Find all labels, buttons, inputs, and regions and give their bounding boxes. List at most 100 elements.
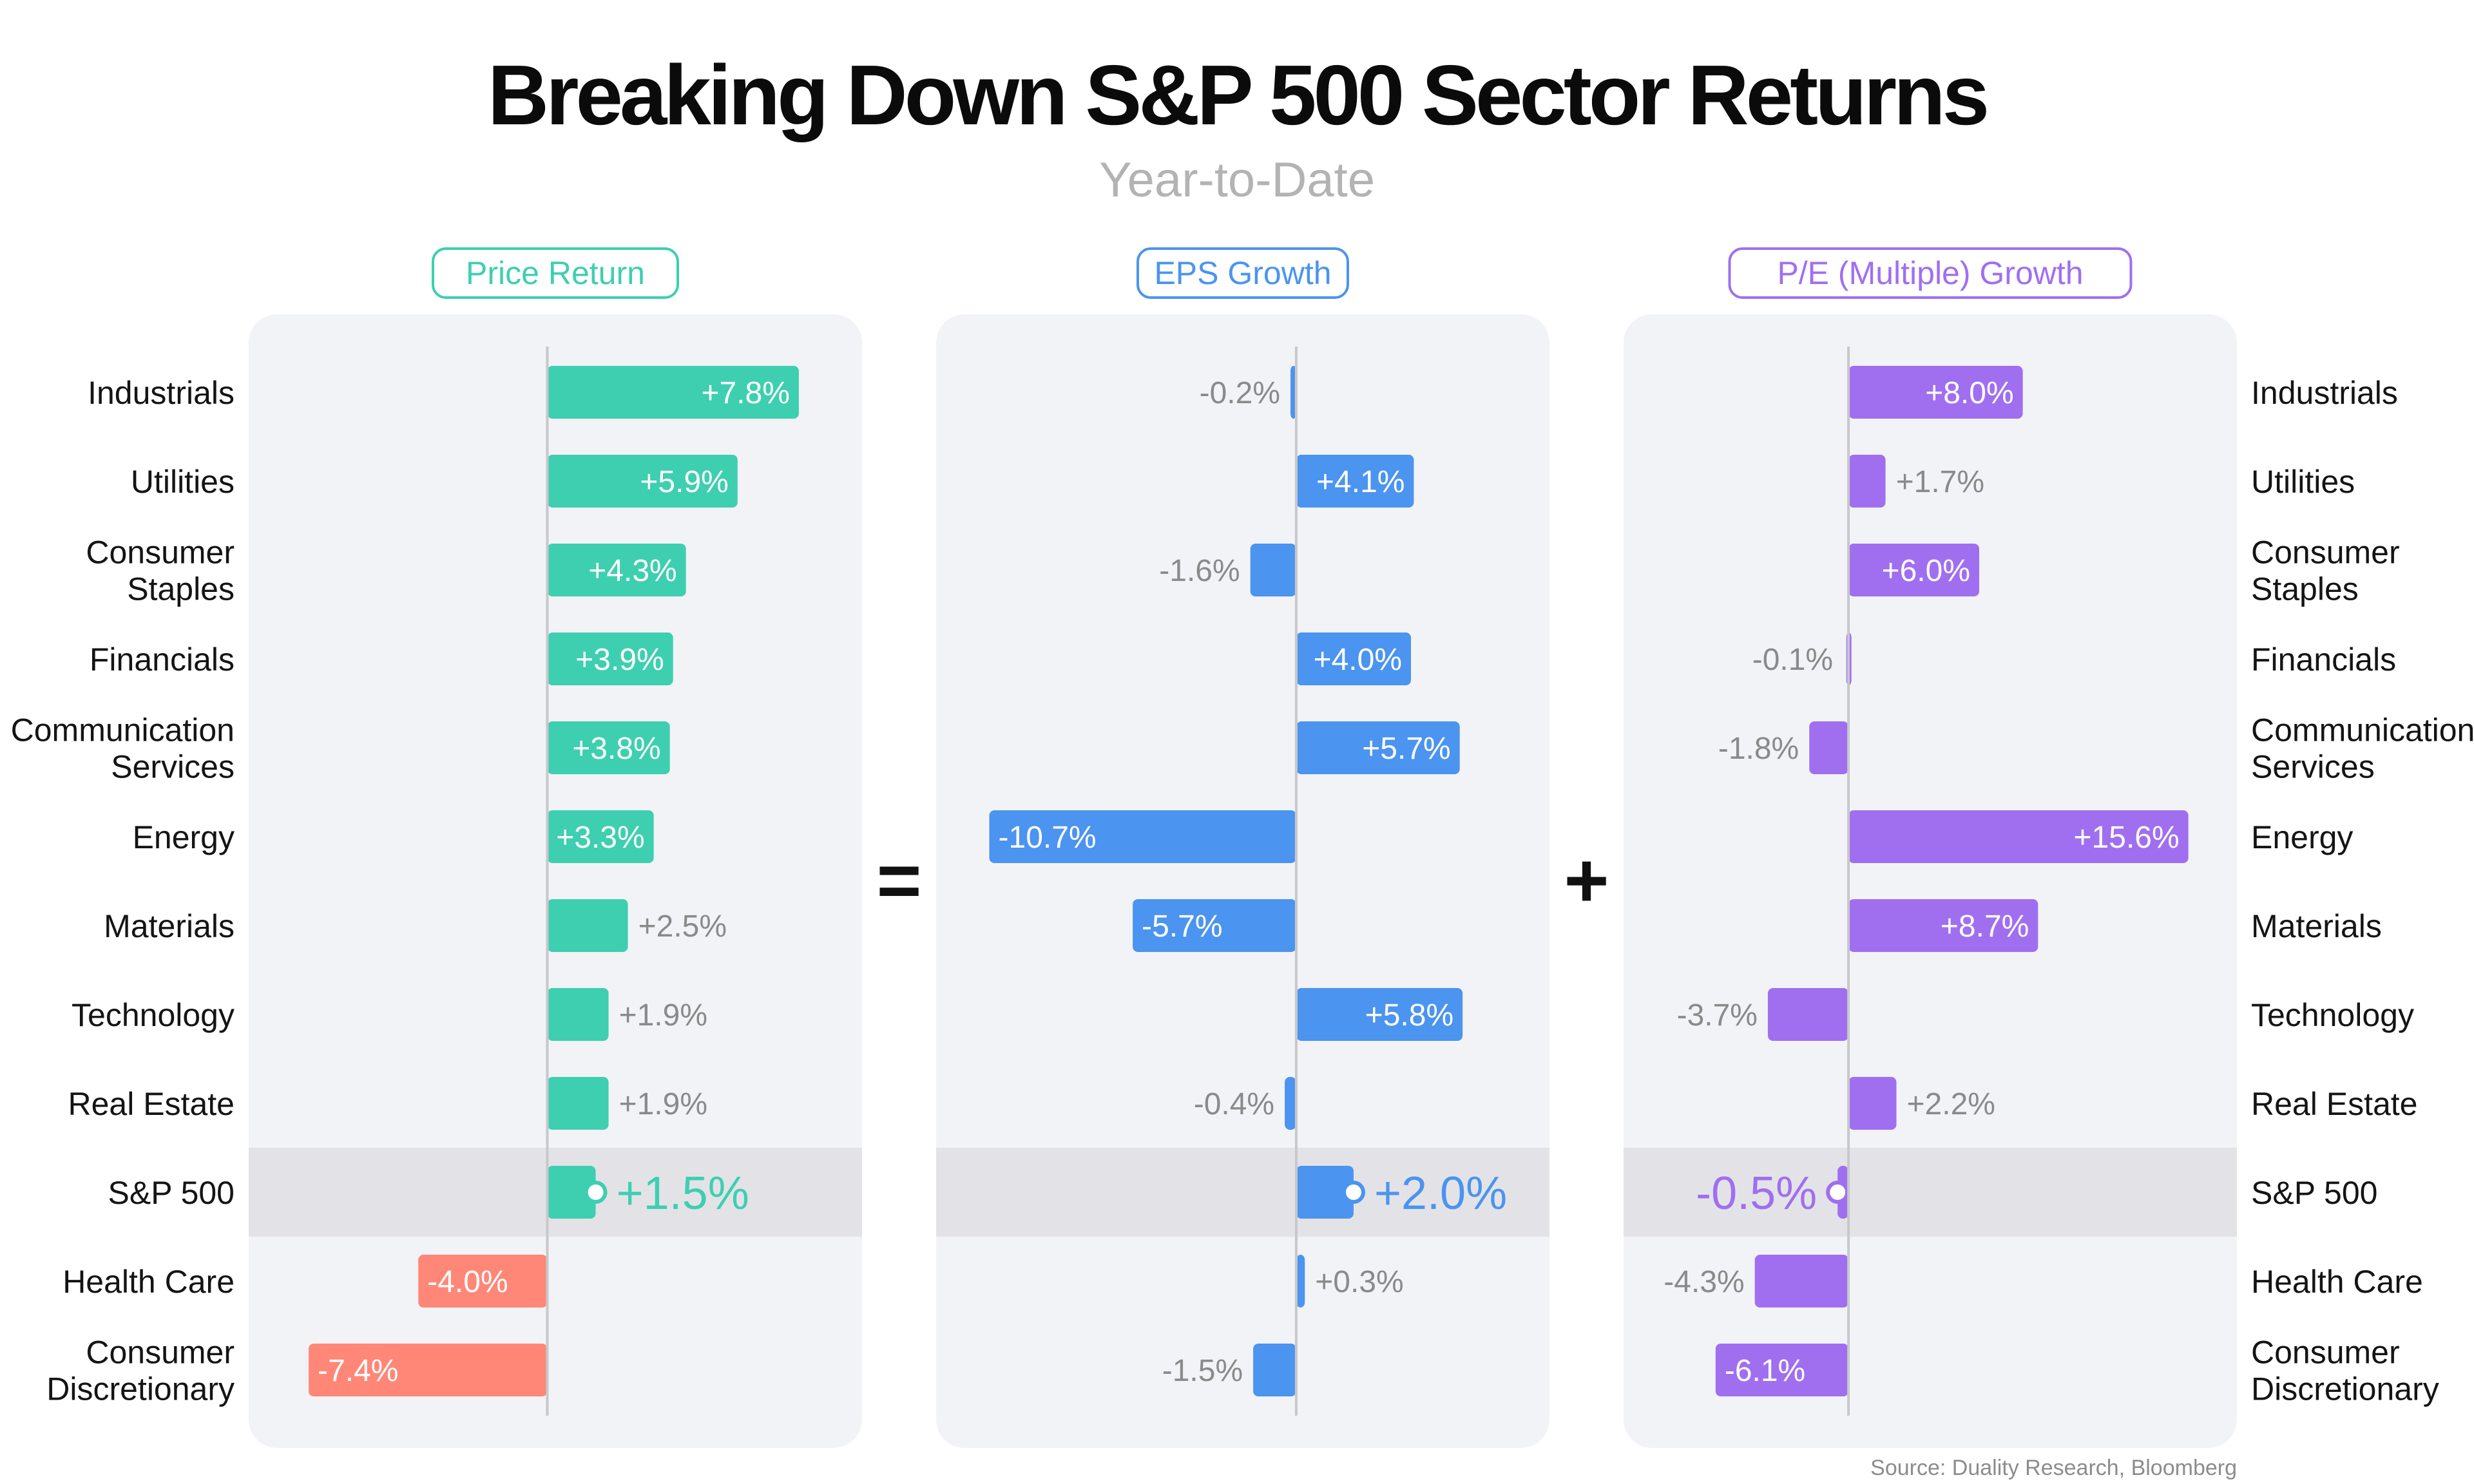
data-label: -1.8% xyxy=(1718,732,1799,766)
category-label-right: Health Care xyxy=(2251,1264,2423,1300)
source-note: Source: Duality Research, Bloomberg xyxy=(1870,1456,2237,1480)
bar xyxy=(547,899,628,952)
category-label-right: Real Estate xyxy=(2251,1086,2417,1122)
data-label: -4.3% xyxy=(1664,1265,1744,1299)
data-label: +4.1% xyxy=(1316,465,1405,499)
category-label-left: Financials xyxy=(90,642,235,678)
panel-eps-growth xyxy=(936,314,1549,1448)
data-label-total: +2.0% xyxy=(1374,1168,1507,1219)
category-label-right: Communication xyxy=(2251,712,2474,748)
bar xyxy=(1848,366,2023,419)
data-label: +7.8% xyxy=(701,376,789,410)
total-marker xyxy=(1826,1181,1850,1204)
series-header-box xyxy=(1728,247,2133,299)
category-label-right: Utilities xyxy=(2251,464,2355,500)
category-label-left: Discretionary xyxy=(46,1371,235,1407)
bar xyxy=(1290,366,1296,419)
highlight-band-pe-growth xyxy=(1624,1148,2237,1237)
bar xyxy=(1296,721,1460,774)
bar xyxy=(1133,899,1296,952)
data-label: -7.4% xyxy=(318,1354,398,1388)
bar xyxy=(1253,1344,1296,1396)
bar xyxy=(1296,1255,1305,1308)
bar xyxy=(1848,544,1980,596)
series-header-label: P/E (Multiple) Growth xyxy=(1777,255,2083,291)
category-label-right: Staples xyxy=(2251,571,2359,607)
plus-sign: + xyxy=(1564,837,1609,924)
data-label: +3.9% xyxy=(575,643,664,677)
data-label: -5.7% xyxy=(1142,909,1222,944)
data-label: +3.8% xyxy=(572,732,660,766)
series-header-label: Price Return xyxy=(466,255,645,291)
data-label: -4.0% xyxy=(427,1265,508,1299)
total-marker xyxy=(584,1181,608,1204)
data-label: +8.7% xyxy=(1941,909,2029,944)
bar xyxy=(547,633,673,685)
bar xyxy=(1296,633,1412,685)
category-label-right: Consumer xyxy=(2251,1335,2400,1371)
category-label-left: Consumer xyxy=(86,1335,235,1371)
data-label: +1.9% xyxy=(619,1087,707,1121)
category-label-left: S&P 500 xyxy=(108,1175,235,1211)
category-label-right: Services xyxy=(2251,749,2375,785)
category-label-left: Utilities xyxy=(131,464,235,500)
category-label-left: Services xyxy=(111,749,235,785)
bar xyxy=(1848,899,2038,952)
equals-sign: = xyxy=(876,837,921,924)
data-label: -0.2% xyxy=(1200,376,1280,410)
bar xyxy=(547,455,738,508)
series-header-label: EPS Growth xyxy=(1154,255,1331,291)
category-label-right: Industrials xyxy=(2251,375,2398,411)
data-label: +5.9% xyxy=(640,465,728,499)
data-label: -1.5% xyxy=(1162,1354,1243,1388)
bar xyxy=(1296,1166,1354,1219)
data-label-total: +1.5% xyxy=(617,1168,749,1219)
bar xyxy=(1285,1077,1296,1130)
bar xyxy=(547,1166,596,1219)
category-label-left: Materials xyxy=(104,908,235,944)
data-label: +2.5% xyxy=(638,909,727,944)
category-label-left: Consumer xyxy=(86,535,235,571)
bar xyxy=(1715,1344,1849,1396)
series-header-box xyxy=(1136,247,1349,299)
data-label-total: -0.5% xyxy=(1696,1168,1817,1219)
category-label-left: Energy xyxy=(133,819,235,855)
category-label-right: Materials xyxy=(2251,908,2382,944)
data-label: +4.3% xyxy=(588,554,676,588)
data-label: -10.7% xyxy=(999,821,1097,855)
category-label-left: Industrials xyxy=(88,375,235,411)
category-label-right: Discretionary xyxy=(2251,1371,2439,1407)
data-label: +15.6% xyxy=(2074,821,2180,855)
category-label-left: Health Care xyxy=(62,1264,235,1300)
data-label: +2.2% xyxy=(1907,1087,1995,1121)
category-label-left: Communication xyxy=(11,712,235,748)
series-header-box xyxy=(432,247,679,299)
bar xyxy=(1848,810,2189,863)
bar xyxy=(1296,988,1463,1041)
data-label: +1.7% xyxy=(1896,465,1984,499)
bar xyxy=(547,721,670,774)
bar xyxy=(1767,988,1849,1041)
data-label: -3.7% xyxy=(1677,998,1758,1032)
bar xyxy=(1296,455,1414,508)
data-label: -6.1% xyxy=(1725,1354,1805,1388)
total-marker xyxy=(1341,1181,1365,1204)
data-label: -0.4% xyxy=(1194,1087,1274,1121)
data-label: +6.0% xyxy=(1882,554,1970,588)
category-label-left: Technology xyxy=(72,997,235,1033)
bar xyxy=(547,544,686,596)
bar xyxy=(1250,544,1296,596)
highlight-band-eps-growth xyxy=(936,1148,1549,1237)
bar xyxy=(418,1255,548,1308)
category-label-right: S&P 500 xyxy=(2251,1175,2377,1211)
data-label: +5.7% xyxy=(1362,732,1450,766)
data-label: +4.0% xyxy=(1314,643,1402,677)
bar xyxy=(1754,1255,1849,1308)
category-label-right: Technology xyxy=(2251,997,2414,1033)
data-label: +3.3% xyxy=(556,821,644,855)
chart-subtitle: Year-to-Date xyxy=(1098,153,1376,207)
data-label: +5.8% xyxy=(1365,998,1453,1032)
bar xyxy=(547,988,609,1041)
bar xyxy=(309,1344,548,1396)
